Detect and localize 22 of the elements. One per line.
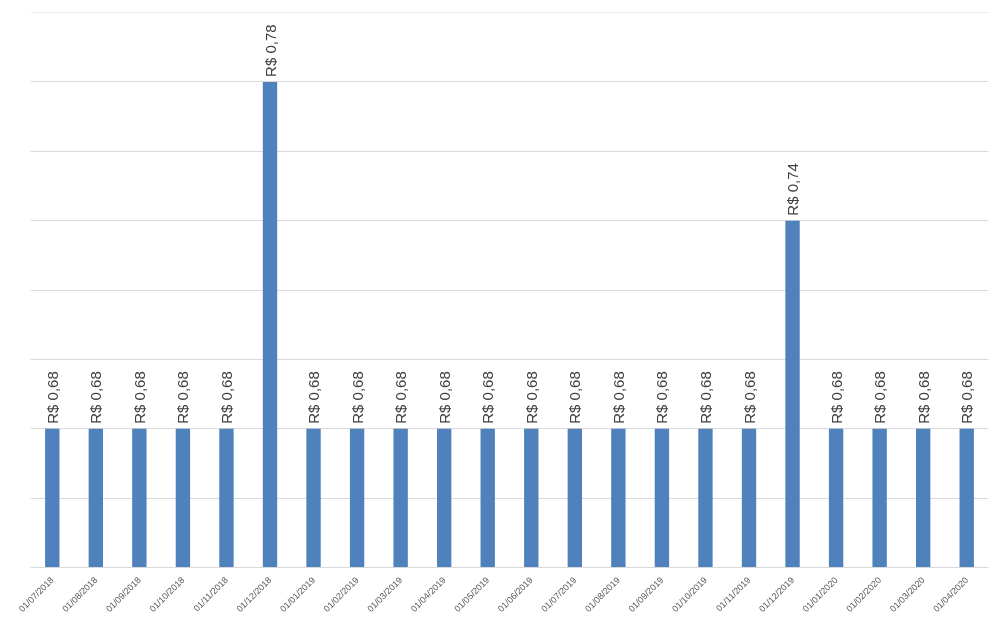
data-label: R$ 0,68 <box>914 371 932 424</box>
data-label: R$ 0,68 <box>479 371 497 424</box>
data-label: R$ 0,68 <box>130 371 148 424</box>
data-label: R$ 0,68 <box>305 371 323 424</box>
data-label: R$ 0,74 <box>784 163 802 216</box>
data-label: R$ 0,68 <box>566 371 584 424</box>
data-label: R$ 0,68 <box>958 371 976 424</box>
data-label: R$ 0,78 <box>261 24 279 77</box>
data-label: R$ 0,68 <box>522 371 540 424</box>
data-label: R$ 0,68 <box>348 371 366 424</box>
data-label: R$ 0,68 <box>653 371 671 424</box>
data-label: R$ 0,68 <box>871 371 889 424</box>
data-label: R$ 0,68 <box>827 371 845 424</box>
data-label: R$ 0,68 <box>392 371 410 424</box>
data-label: R$ 0,68 <box>217 371 235 424</box>
data-label: R$ 0,68 <box>87 371 105 424</box>
data-label: R$ 0,68 <box>740 371 758 424</box>
data-label: R$ 0,68 <box>435 371 453 424</box>
data-label: R$ 0,68 <box>696 371 714 424</box>
data-label: R$ 0,68 <box>174 371 192 424</box>
data-label: R$ 0,68 <box>43 371 61 424</box>
data-label: R$ 0,68 <box>609 371 627 424</box>
